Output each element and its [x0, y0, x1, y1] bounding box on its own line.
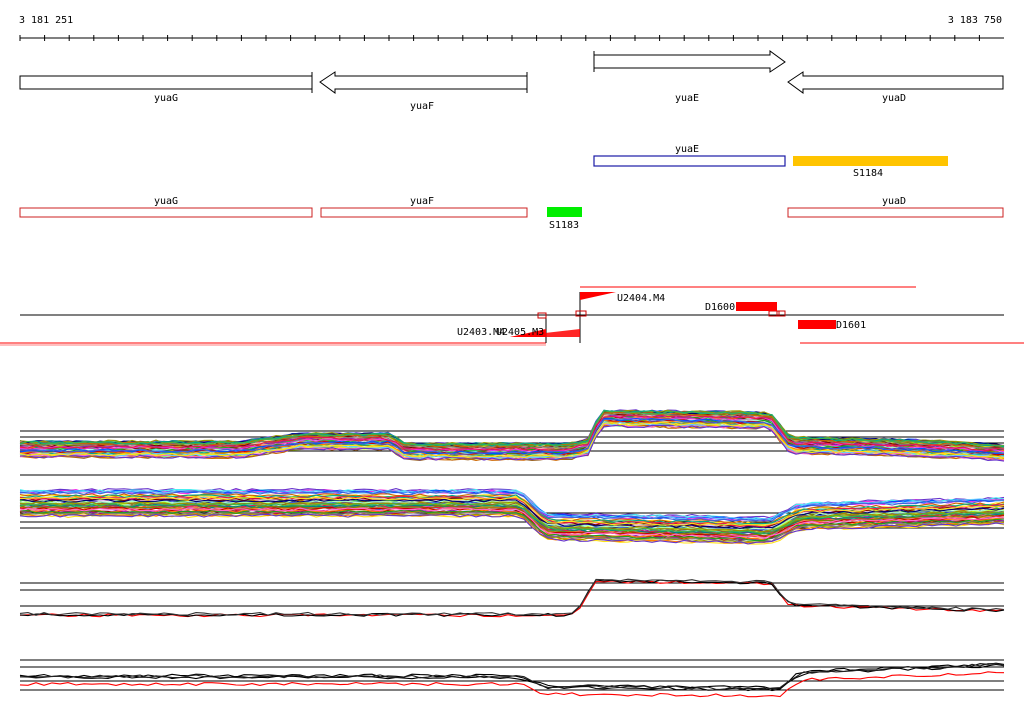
terminator-box-D1601[interactable] [798, 320, 836, 329]
red-feature-label-yuaD: yuaD [882, 196, 906, 207]
expression-profile-line [19, 414, 1005, 451]
promoter-marker-box-1 [537, 312, 547, 319]
gene-track: yuaG yuaF yuaE yuaD [19, 50, 1004, 112]
expression-profile-line [19, 415, 1005, 453]
terminator-marker-box-2 [776, 310, 786, 317]
promoter-wedge-U2404[interactable] [580, 292, 616, 300]
ruler-start-label: 3 181 251 [19, 15, 73, 26]
expression-profile-line [19, 505, 1005, 537]
promoter-label-U2405: U2405.M3 [496, 327, 544, 338]
gene-label-yuaE: yuaE [675, 93, 699, 104]
red-feature-label-yuaF: yuaF [410, 196, 434, 207]
expression-profile-line [19, 417, 1005, 455]
expression-profile-line [19, 490, 1004, 522]
promoter-label-U2404: U2404.M4 [617, 293, 665, 304]
expression-profile-line [19, 578, 1005, 616]
expression-profile-line [19, 495, 1004, 528]
expression-profile-line [19, 409, 1005, 447]
expression-profile-line [19, 410, 1005, 447]
regulatory-track: U2404.M4 U2403.M4 U2405.M3 D1600 D1601 [0, 286, 1024, 346]
expression-profile-line [19, 671, 1005, 698]
coordinate-ruler: 3 181 251 3 183 750 [19, 15, 1004, 41]
expression-profile-line [19, 489, 1005, 521]
gene-arrow-yuaE[interactable] [593, 50, 786, 73]
expression-panel-1 [19, 409, 1005, 462]
expression-profile-line [19, 410, 1005, 447]
gene-label-yuaD: yuaD [882, 93, 906, 104]
annotation-track: yuaE S1184 [593, 144, 948, 179]
expression-panel-3 [19, 578, 1005, 618]
red-feature-box-yuaD[interactable] [787, 207, 1004, 218]
yellow-feature-box[interactable] [793, 156, 948, 166]
ruler-ticks [19, 35, 980, 41]
expression-profile-line [19, 502, 1005, 535]
terminator-box-D1600[interactable] [736, 302, 777, 311]
gene-label-yuaF: yuaF [410, 101, 434, 112]
expression-profile-line [19, 421, 1005, 459]
expression-profile-line [19, 579, 1005, 617]
red-feature-box-yuaG[interactable] [19, 207, 313, 218]
expression-profile-line [19, 501, 1005, 533]
expression-profile-line [19, 418, 1005, 455]
terminator-label-D1601: D1601 [836, 320, 866, 331]
ruler-end-label: 3 183 750 [948, 15, 1002, 26]
red-feature-track: yuaG yuaF S1183 yuaD [19, 196, 1004, 231]
red-feature-label-yuaG: yuaG [154, 196, 178, 207]
blue-feature-box[interactable] [593, 155, 786, 167]
gene-arrow-yuaD[interactable] [787, 71, 1004, 94]
expression-profile-line [19, 512, 1005, 543]
gene-arrow-yuaG[interactable] [19, 75, 313, 90]
expression-profile-line [19, 663, 1005, 690]
promoter-label-U2403: U2403.M4 [457, 327, 505, 338]
red-feature-box-yuaF[interactable] [320, 207, 528, 218]
green-feature-label: S1183 [549, 220, 579, 231]
expression-profile-line [19, 496, 1005, 526]
expression-profile-line [19, 513, 1005, 545]
gene-label-yuaG: yuaG [154, 93, 178, 104]
expression-profile-line [19, 424, 1005, 462]
yellow-feature-label: S1184 [853, 168, 883, 179]
blue-feature-label: yuaE [675, 144, 699, 155]
expression-profile-line [19, 580, 1005, 618]
expression-profile-line [19, 509, 1005, 542]
expression-profile-line [19, 507, 1005, 539]
promoter-wedge-U2405[interactable] [510, 329, 580, 337]
expression-panel-2 [19, 474, 1005, 545]
green-feature-box[interactable] [547, 207, 582, 217]
promoter-marker-box-2 [575, 310, 587, 317]
expression-panel-4 [19, 659, 1005, 698]
terminator-label-D1600: D1600 [705, 302, 735, 313]
gene-arrow-yuaF[interactable] [319, 71, 528, 94]
